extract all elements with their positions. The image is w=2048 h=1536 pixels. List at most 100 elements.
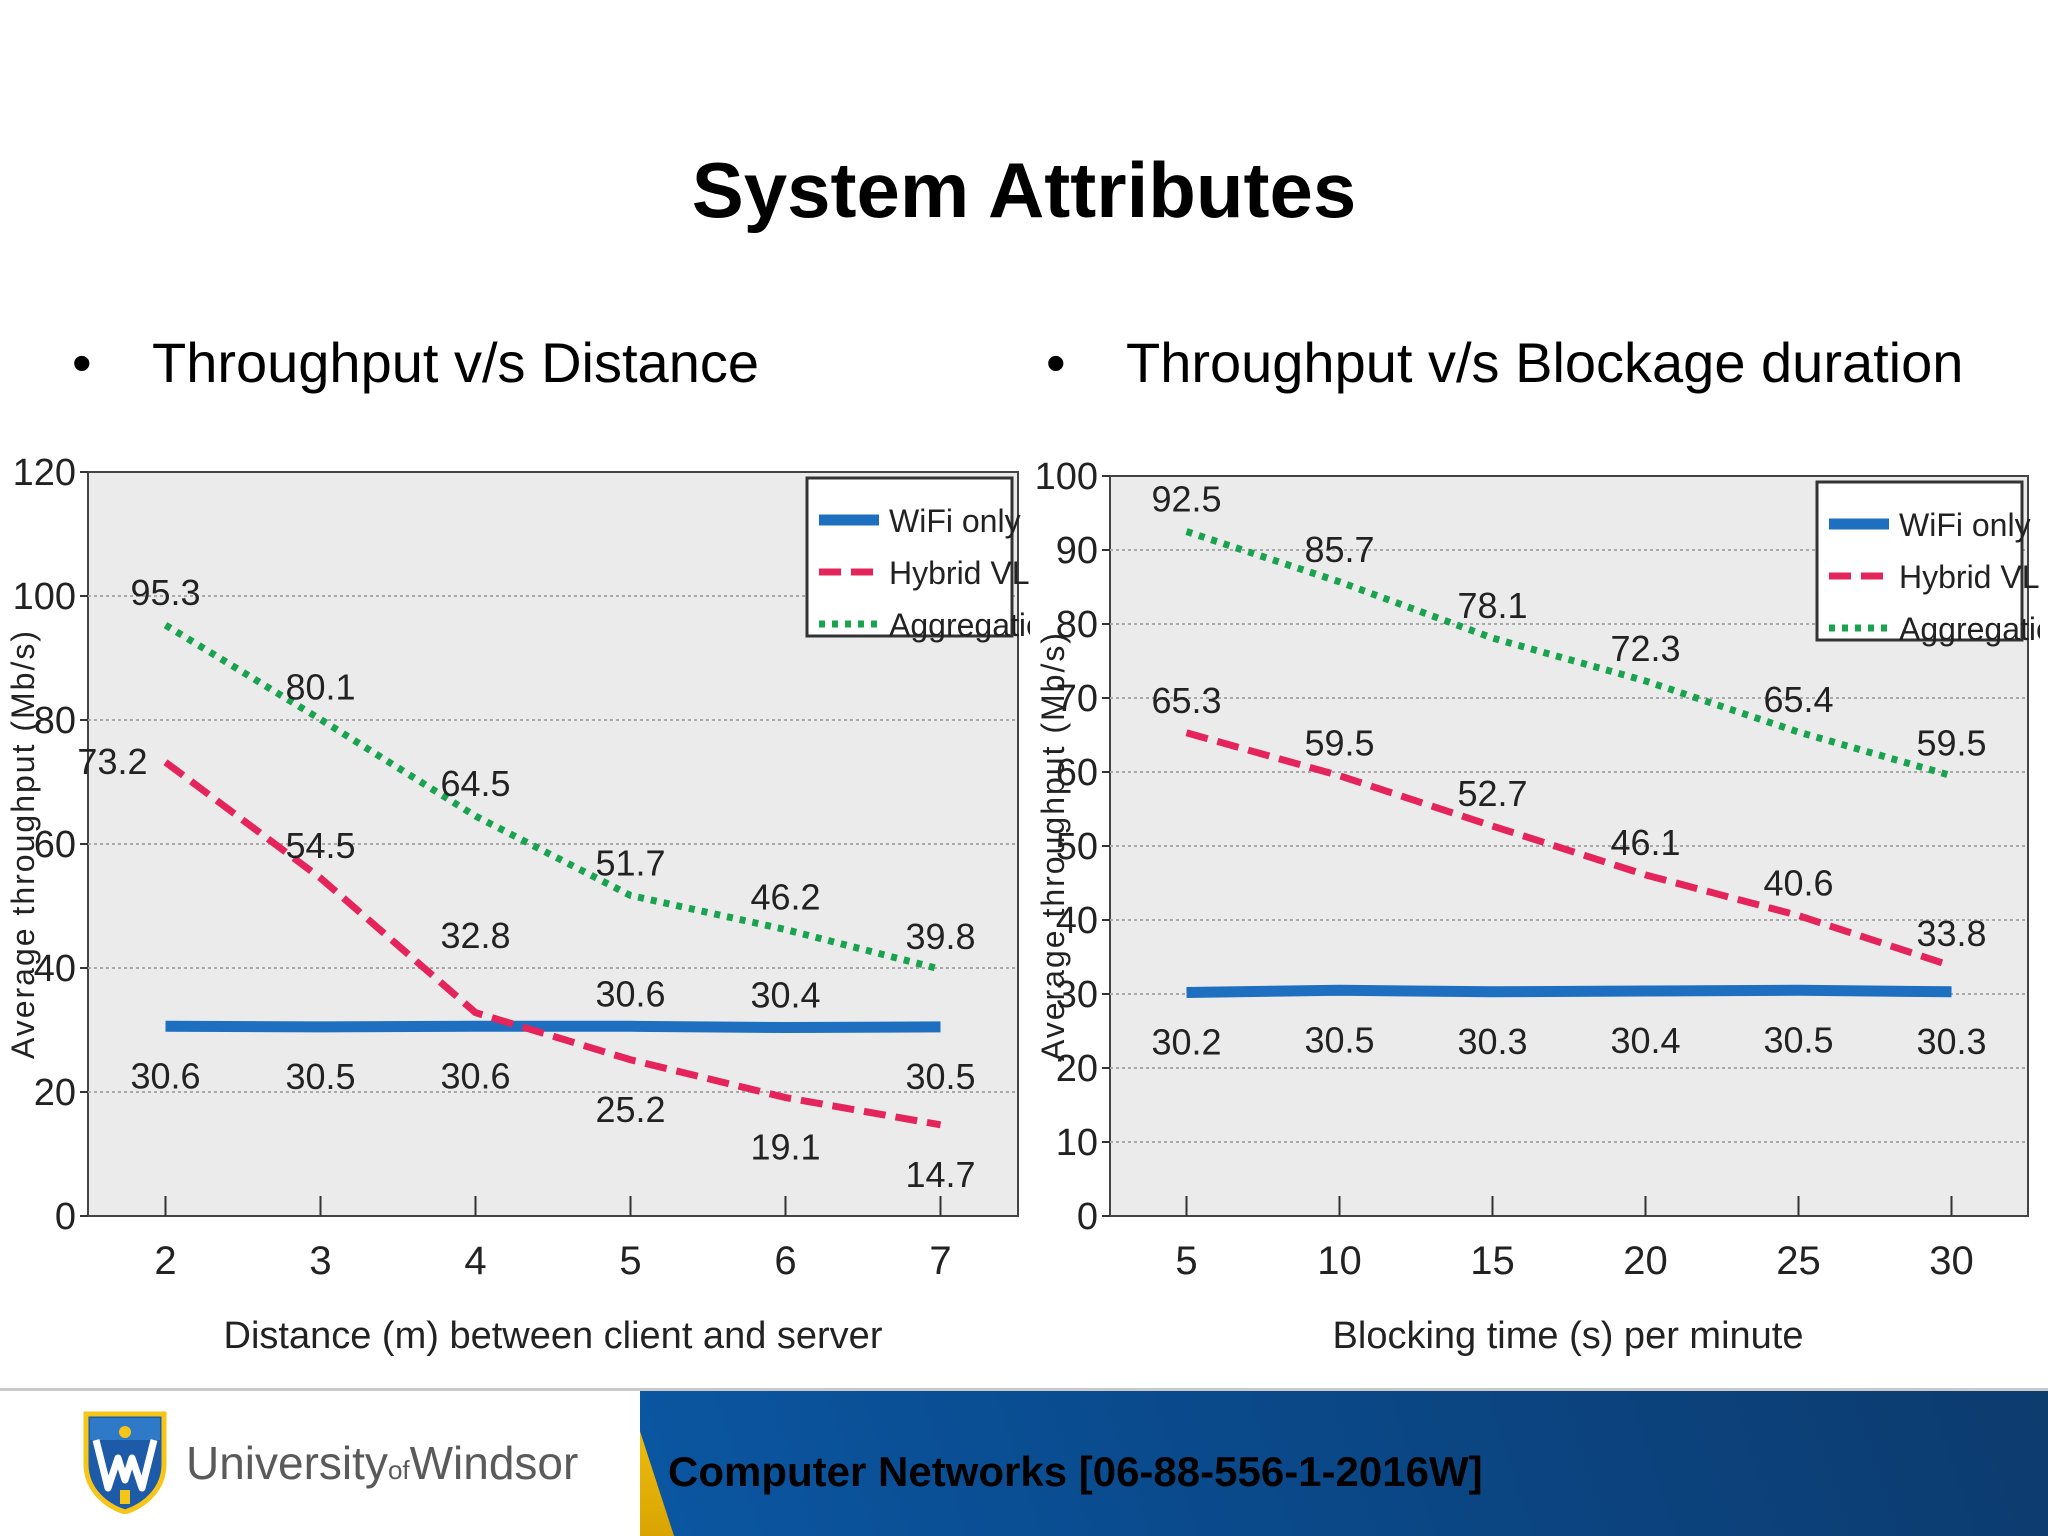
x-axis-label: Blocking time (s) per minute [1333, 1315, 1804, 1357]
y-tick-label: 70 [1056, 678, 1098, 720]
data-label: 25.2 [595, 1089, 665, 1130]
x-tick-label: 20 [1623, 1239, 1668, 1283]
y-tick-label: 0 [1077, 1196, 1098, 1238]
data-label: 30.4 [1610, 1020, 1680, 1061]
data-label: 65.3 [1151, 680, 1221, 721]
x-tick-label: 2 [154, 1239, 176, 1283]
series-line-wifi-only [165, 1020, 941, 1034]
bullet-dot: • [1046, 331, 1066, 394]
university-shield-icon [83, 1411, 167, 1514]
data-label: 30.4 [750, 975, 820, 1016]
data-label: 73.2 [77, 741, 147, 782]
data-label: 72.3 [1610, 628, 1680, 669]
y-tick-label: 40 [34, 948, 76, 990]
data-label: 46.1 [1610, 822, 1680, 863]
chart-throughput-distance: 0 20 40 60 80 100 120 2 3 4 5 6 7 Distance (m) betwee… [0, 440, 1030, 1380]
data-label: 19.1 [750, 1127, 820, 1168]
y-tick-label: 100 [13, 576, 76, 618]
y-tick-label: 30 [1056, 974, 1098, 1016]
x-tick-label: 6 [774, 1239, 796, 1283]
legend-label: WiFi only [1899, 507, 2031, 543]
slide-title: System Attributes [691, 146, 1357, 234]
course-label: Computer Networks [06-88-556-1-2016W] [668, 1448, 1483, 1495]
bullet-distance-text: Throughput v/s Distance [152, 331, 759, 394]
series-line-wifi-only [1186, 984, 1952, 999]
x-tick-label: 5 [1175, 1239, 1197, 1283]
data-label: 92.5 [1151, 479, 1221, 520]
data-label: 30.5 [285, 1056, 355, 1097]
data-label: 30.3 [1916, 1021, 1986, 1062]
series-line-hybrid-vlc [163, 759, 942, 1129]
data-label: 59.5 [1916, 723, 1986, 764]
bullet-blockage-text: Throughput v/s Blockage duration [1126, 331, 1964, 394]
y-tick-label: 40 [1056, 900, 1098, 942]
data-label: 80.1 [285, 666, 355, 707]
chart-throughput-blockage: 0 10 20 30 40 50 60 70 80 90 100 5 10 15 20 25 30 Blockin… [1030, 440, 2040, 1380]
legend-label: Aggregation [1899, 611, 2040, 647]
data-label: 51.7 [595, 842, 665, 883]
footer-divider [0, 1388, 2048, 1391]
data-label: 33.8 [1916, 913, 1986, 954]
y-tick-label: 120 [13, 452, 76, 494]
data-label: 78.1 [1457, 585, 1527, 626]
data-label: 40.6 [1763, 863, 1833, 904]
data-label: 30.6 [130, 1055, 200, 1096]
legend-box [805, 476, 1014, 638]
data-label: 30.2 [1151, 1022, 1221, 1063]
y-tick-label: 50 [1056, 826, 1098, 868]
data-label: 65.4 [1763, 679, 1833, 720]
x-tick-label: 15 [1470, 1239, 1515, 1283]
legend-label: Aggregation [889, 607, 1030, 643]
university-name: UniversityofWindsor [186, 1436, 578, 1490]
data-label: 30.6 [440, 1055, 510, 1096]
y-tick-label: 60 [1056, 752, 1098, 794]
university-name-of: of [387, 1455, 410, 1485]
data-label: 85.7 [1304, 529, 1374, 570]
data-label: 64.5 [440, 763, 510, 804]
data-label: 14.7 [905, 1154, 975, 1195]
x-tick-label: 3 [309, 1239, 331, 1283]
university-name-prefix: University [186, 1437, 388, 1489]
y-axis-label: Average throughput (Mb/s) [1035, 631, 1071, 1061]
bullet-distance: • Throughput v/s Distance [72, 330, 759, 395]
y-tick-label: 0 [55, 1196, 76, 1238]
data-label: 59.5 [1304, 723, 1374, 764]
data-label: 39.8 [905, 916, 975, 957]
university-name-suffix: Windsor [409, 1437, 579, 1489]
data-label: 95.3 [130, 572, 200, 613]
y-tick-label: 60 [34, 824, 76, 866]
chart-throughput-distance-svg: 0 20 40 60 80 100 120 2 3 4 5 6 7 Distance (m) betwee… [5, 452, 1030, 1357]
y-tick-label: 20 [34, 1072, 76, 1114]
x-tick-label: 7 [929, 1239, 951, 1283]
bullet-blockage: • Throughput v/s Blockage duration [1046, 330, 1963, 395]
bullet-dot: • [72, 331, 92, 394]
data-label: 30.5 [1763, 1019, 1833, 1060]
series-line-aggregation [1185, 528, 1953, 780]
legend-label: WiFi only [889, 503, 1021, 539]
series-line-hybrid-vlc [1185, 729, 1953, 970]
data-label: 30.3 [1457, 1021, 1527, 1062]
x-tick-label: 25 [1776, 1239, 1821, 1283]
x-tick-label: 10 [1317, 1239, 1362, 1283]
x-tick-label: 30 [1929, 1239, 1974, 1283]
x-axis-label: Distance (m) between client and server [224, 1315, 883, 1357]
data-label: 30.5 [905, 1056, 975, 1097]
y-tick-label: 10 [1056, 1122, 1098, 1164]
data-label: 32.8 [440, 915, 510, 956]
legend-label: Hybrid VLC [889, 555, 1030, 591]
data-label: 30.5 [1304, 1019, 1374, 1060]
y-tick-label: 20 [1056, 1048, 1098, 1090]
chart-throughput-blockage-svg: 0 10 20 30 40 50 60 70 80 90 100 5 10 15 20 25 30 Blockin… [1035, 456, 2040, 1357]
legend-box [1815, 480, 2024, 642]
y-tick-label: 90 [1056, 530, 1098, 572]
y-tick-label: 80 [34, 700, 76, 742]
data-label: 54.5 [285, 825, 355, 866]
footer-bar: UniversityofWindsor Computer Networks [0… [0, 1388, 2048, 1536]
x-tick-label: 5 [619, 1239, 641, 1283]
data-label: 52.7 [1457, 773, 1527, 814]
x-tick-label: 4 [464, 1239, 486, 1283]
y-tick-label: 80 [1056, 604, 1098, 646]
legend-label: Hybrid VLC [1899, 559, 2040, 595]
data-label: 46.2 [750, 877, 820, 918]
y-tick-label: 100 [1035, 456, 1098, 498]
